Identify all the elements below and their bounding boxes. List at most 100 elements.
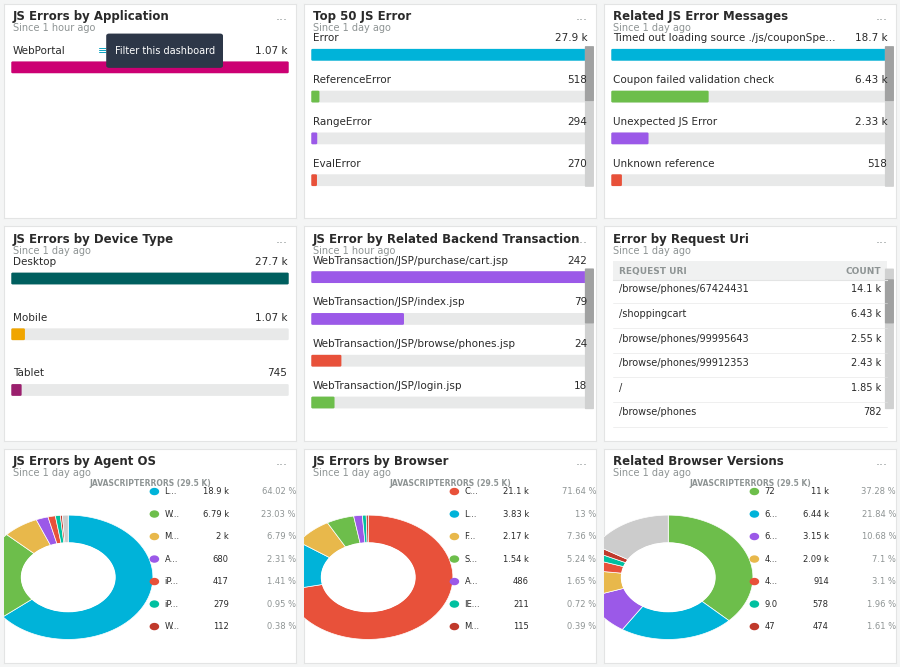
FancyBboxPatch shape bbox=[311, 355, 589, 367]
Text: Since 1 day ago: Since 1 day ago bbox=[613, 245, 690, 255]
Text: 417: 417 bbox=[213, 577, 229, 586]
Text: Filter this dashboard: Filter this dashboard bbox=[114, 46, 215, 56]
Text: EvalError: EvalError bbox=[313, 159, 360, 169]
Text: 7.36 %: 7.36 % bbox=[567, 532, 596, 541]
Text: 37.28 %: 37.28 % bbox=[861, 487, 896, 496]
Text: ...: ... bbox=[875, 233, 887, 245]
Text: ...: ... bbox=[275, 233, 287, 245]
Text: 2.09 k: 2.09 k bbox=[803, 554, 829, 564]
FancyBboxPatch shape bbox=[885, 46, 894, 101]
FancyBboxPatch shape bbox=[311, 174, 589, 186]
Text: 782: 782 bbox=[863, 408, 881, 418]
Circle shape bbox=[321, 543, 415, 612]
Text: WebTransaction/JSP/purchase/cart.jsp: WebTransaction/JSP/purchase/cart.jsp bbox=[313, 255, 508, 265]
Text: 914: 914 bbox=[813, 577, 829, 586]
Circle shape bbox=[450, 534, 458, 540]
Text: 6.44 k: 6.44 k bbox=[803, 510, 829, 518]
Polygon shape bbox=[622, 601, 729, 640]
Text: S...: S... bbox=[464, 554, 478, 564]
Text: Unknown reference: Unknown reference bbox=[613, 159, 715, 169]
Text: 47: 47 bbox=[765, 622, 775, 631]
Text: 474: 474 bbox=[813, 622, 829, 631]
Text: ...: ... bbox=[575, 233, 587, 245]
Text: /browse/phones/67424431: /browse/phones/67424431 bbox=[618, 284, 749, 294]
Text: 2.17 k: 2.17 k bbox=[503, 532, 529, 541]
Circle shape bbox=[450, 624, 458, 630]
FancyBboxPatch shape bbox=[12, 328, 25, 340]
FancyBboxPatch shape bbox=[311, 133, 317, 144]
FancyBboxPatch shape bbox=[585, 46, 594, 187]
Text: 2.31 %: 2.31 % bbox=[267, 554, 296, 564]
FancyBboxPatch shape bbox=[611, 49, 888, 61]
FancyBboxPatch shape bbox=[311, 271, 589, 283]
Text: 21.84 %: 21.84 % bbox=[861, 510, 896, 518]
Polygon shape bbox=[3, 515, 153, 640]
Polygon shape bbox=[584, 558, 624, 573]
Text: Since 1 hour ago: Since 1 hour ago bbox=[313, 245, 395, 255]
Text: Since 1 day ago: Since 1 day ago bbox=[13, 468, 91, 478]
Text: 0.38 %: 0.38 % bbox=[266, 622, 296, 631]
Polygon shape bbox=[363, 515, 367, 543]
Text: 1.07 k: 1.07 k bbox=[255, 46, 287, 56]
Text: 0.95 %: 0.95 % bbox=[267, 600, 296, 608]
Text: 7.1 %: 7.1 % bbox=[872, 554, 896, 564]
Text: W...: W... bbox=[165, 622, 180, 631]
FancyBboxPatch shape bbox=[885, 269, 894, 409]
FancyBboxPatch shape bbox=[311, 49, 589, 61]
Text: Since 1 day ago: Since 1 day ago bbox=[613, 23, 690, 33]
Text: 2 k: 2 k bbox=[216, 532, 229, 541]
Text: 27.9 k: 27.9 k bbox=[554, 33, 587, 43]
FancyBboxPatch shape bbox=[611, 174, 622, 186]
Text: /browse/phones/99912353: /browse/phones/99912353 bbox=[618, 358, 749, 368]
Text: 518: 518 bbox=[567, 75, 587, 85]
Text: 294: 294 bbox=[567, 117, 587, 127]
Text: ...: ... bbox=[575, 455, 587, 468]
Text: Tablet: Tablet bbox=[13, 368, 44, 378]
Text: M...: M... bbox=[464, 622, 480, 631]
Polygon shape bbox=[285, 515, 453, 640]
Text: 72: 72 bbox=[765, 487, 775, 496]
Polygon shape bbox=[48, 516, 61, 544]
Text: M...: M... bbox=[165, 532, 180, 541]
Text: ...: ... bbox=[275, 455, 287, 468]
Polygon shape bbox=[284, 542, 329, 590]
Text: 3.1 %: 3.1 % bbox=[872, 577, 896, 586]
Text: JAVASCRIPTERRORS (29.5 K): JAVASCRIPTERRORS (29.5 K) bbox=[689, 479, 811, 488]
Polygon shape bbox=[588, 551, 626, 567]
Text: 64.02 %: 64.02 % bbox=[262, 487, 296, 496]
Text: WebPortal: WebPortal bbox=[13, 46, 66, 56]
Text: IE...: IE... bbox=[464, 600, 481, 608]
Text: Desktop: Desktop bbox=[13, 257, 56, 267]
Text: 6.79 k: 6.79 k bbox=[202, 510, 229, 518]
Text: 6...: 6... bbox=[765, 510, 778, 518]
Text: Related JS Error Messages: Related JS Error Messages bbox=[613, 11, 788, 23]
Text: 11 k: 11 k bbox=[811, 487, 829, 496]
Polygon shape bbox=[354, 516, 365, 544]
FancyBboxPatch shape bbox=[311, 313, 589, 325]
Polygon shape bbox=[588, 588, 643, 630]
FancyBboxPatch shape bbox=[611, 49, 888, 61]
Circle shape bbox=[751, 556, 759, 562]
Circle shape bbox=[751, 578, 759, 584]
Text: Mobile: Mobile bbox=[13, 313, 47, 323]
FancyBboxPatch shape bbox=[611, 91, 888, 103]
FancyBboxPatch shape bbox=[12, 273, 289, 284]
Text: Since 1 day ago: Since 1 day ago bbox=[613, 468, 690, 478]
FancyBboxPatch shape bbox=[885, 46, 894, 187]
Text: Since 1 hour ago: Since 1 hour ago bbox=[13, 23, 95, 33]
Text: WebTransaction/JSP/browse/phones.jsp: WebTransaction/JSP/browse/phones.jsp bbox=[313, 339, 516, 349]
Text: Since 1 day ago: Since 1 day ago bbox=[313, 23, 391, 33]
Polygon shape bbox=[591, 546, 628, 563]
Text: WebTransaction/JSP/login.jsp: WebTransaction/JSP/login.jsp bbox=[313, 381, 463, 391]
Text: 1.54 k: 1.54 k bbox=[503, 554, 529, 564]
Polygon shape bbox=[583, 570, 624, 597]
Text: 578: 578 bbox=[813, 600, 829, 608]
Text: 2.55 k: 2.55 k bbox=[850, 334, 881, 344]
Text: 279: 279 bbox=[213, 600, 229, 608]
Text: Coupon failed validation check: Coupon failed validation check bbox=[613, 75, 774, 85]
Text: 18.7 k: 18.7 k bbox=[855, 33, 887, 43]
Text: 18: 18 bbox=[574, 381, 587, 391]
Polygon shape bbox=[596, 515, 668, 560]
Text: RangeError: RangeError bbox=[313, 117, 372, 127]
Text: 211: 211 bbox=[513, 600, 529, 608]
